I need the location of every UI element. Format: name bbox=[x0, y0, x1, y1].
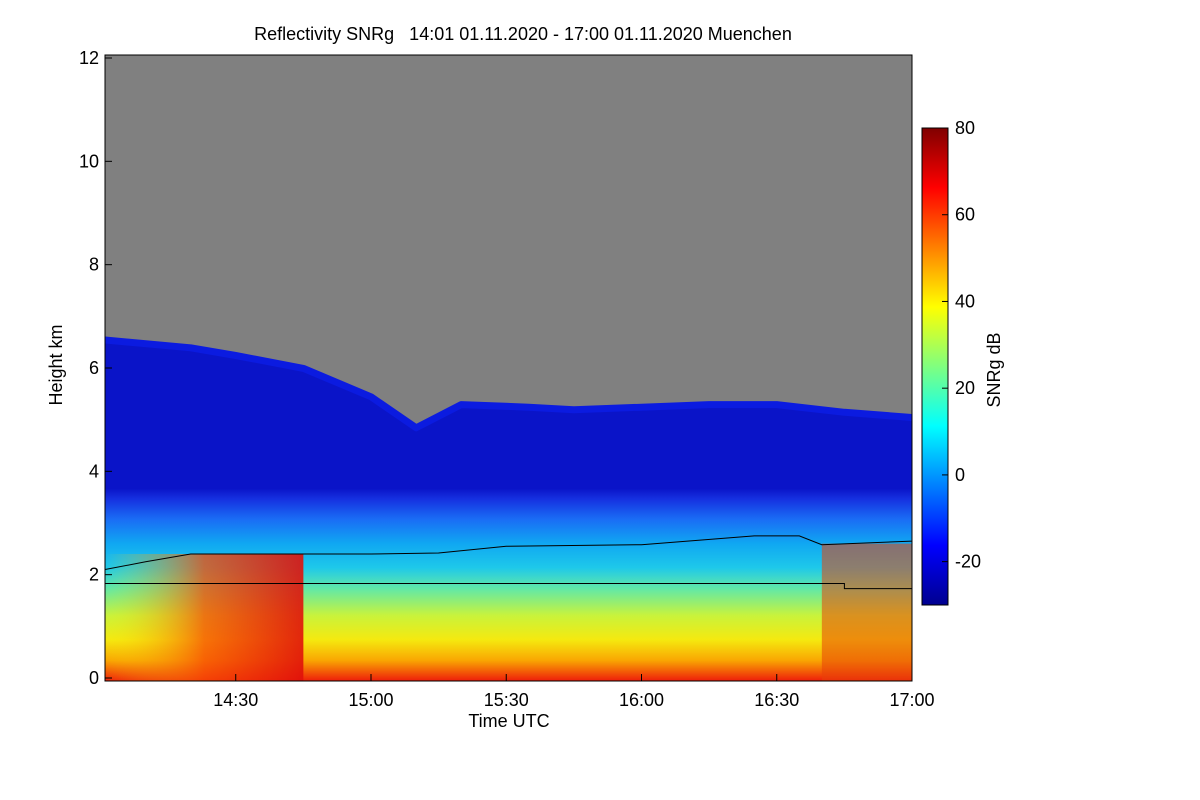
x-tick-label: 14:30 bbox=[213, 690, 258, 710]
warm-rain-left bbox=[105, 554, 304, 681]
y-axis-label: Height km bbox=[46, 324, 66, 405]
x-tick-label: 17:00 bbox=[889, 690, 934, 710]
y-tick-label: 12 bbox=[79, 48, 99, 68]
chart-title: Reflectivity SNRg 14:01 01.11.2020 - 17:… bbox=[254, 24, 792, 44]
colorbar bbox=[921, 127, 949, 606]
colorbar-tick-label: 20 bbox=[955, 378, 975, 398]
y-tick-label: 6 bbox=[89, 358, 99, 378]
colorbar-tick-label: 0 bbox=[955, 465, 965, 485]
colorbar-tick-label: 40 bbox=[955, 291, 975, 311]
echo-top-edge bbox=[105, 336, 912, 432]
series-line-1 bbox=[105, 583, 912, 590]
x-tick-label: 15:30 bbox=[484, 690, 529, 710]
y-tick-label: 0 bbox=[89, 668, 99, 688]
y-tick-label: 10 bbox=[79, 151, 99, 171]
colorbar-tick-label: 80 bbox=[955, 118, 975, 138]
x-tick-label: 16:00 bbox=[619, 690, 664, 710]
y-tick-label: 4 bbox=[89, 461, 99, 481]
warm-rain-right bbox=[821, 543, 912, 681]
colorbar-tick-label: 60 bbox=[955, 205, 975, 225]
colorbar-label: SNRg dB bbox=[984, 332, 1004, 407]
x-tick-label: 15:00 bbox=[348, 690, 393, 710]
reflectivity-area bbox=[105, 337, 912, 681]
colorbar-tick-label: -20 bbox=[955, 552, 981, 572]
x-axis-label: Time UTC bbox=[468, 711, 549, 731]
y-axis: 0 2 4 6 8 10 12 bbox=[79, 48, 112, 688]
series-line-0 bbox=[105, 535, 912, 570]
y-tick-label: 2 bbox=[89, 565, 99, 585]
heatmap bbox=[105, 55, 912, 681]
x-axis: 14:30 15:00 15:30 16:00 16:30 17:00 bbox=[213, 674, 935, 710]
x-tick-label: 16:30 bbox=[754, 690, 799, 710]
y-tick-label: 8 bbox=[89, 255, 99, 275]
colorbar-ticks: 80 60 40 20 0 -20 bbox=[942, 118, 981, 572]
